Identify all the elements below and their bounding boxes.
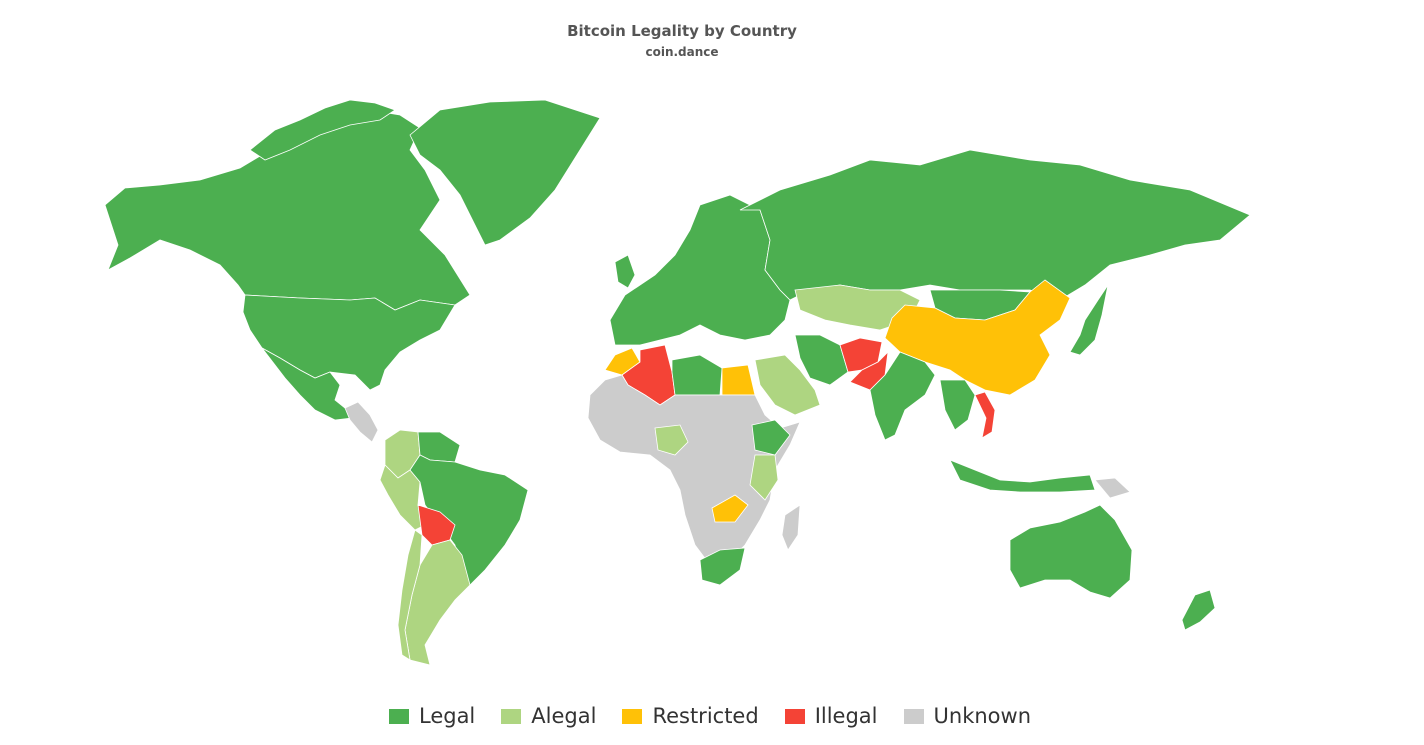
- region-canada-islands[interactable]: [249, 99, 396, 161]
- region-indonesia[interactable]: [949, 459, 1096, 493]
- region-iran[interactable]: [794, 334, 849, 386]
- region-new-zealand[interactable]: [1181, 589, 1216, 631]
- unknown-swatch: [903, 708, 924, 724]
- legend-item-unknown[interactable]: Unknown: [903, 704, 1031, 728]
- chart-subtitle: coin.dance: [645, 45, 719, 59]
- region-uk[interactable]: [614, 254, 636, 289]
- region-russia[interactable]: [739, 149, 1251, 301]
- legend-label-alegal: Alegal: [531, 704, 597, 728]
- region-southeast-asia[interactable]: [939, 379, 976, 431]
- legend-item-illegal[interactable]: Illegal: [784, 704, 878, 728]
- region-japan[interactable]: [1069, 284, 1109, 356]
- region-ethiopia[interactable]: [751, 419, 791, 456]
- legend-item-restricted[interactable]: Restricted: [622, 704, 759, 728]
- region-egypt[interactable]: [721, 364, 756, 396]
- region-saudi-arabia[interactable]: [754, 354, 821, 416]
- legend-label-restricted: Restricted: [652, 704, 759, 728]
- legend: Legal Alegal Restricted Illegal Unknown: [0, 704, 1422, 728]
- legal-swatch: [388, 708, 409, 724]
- chart-title: Bitcoin Legality by Country: [567, 22, 797, 40]
- restricted-swatch: [622, 708, 643, 724]
- legend-item-legal[interactable]: Legal: [388, 704, 476, 728]
- legend-label-legal: Legal: [418, 704, 476, 728]
- region-papua[interactable]: [1094, 477, 1131, 499]
- region-zambia[interactable]: [711, 494, 749, 523]
- region-vietnam[interactable]: [974, 391, 996, 439]
- legend-label-illegal: Illegal: [814, 704, 878, 728]
- region-nigeria[interactable]: [654, 424, 689, 456]
- alegal-swatch: [501, 708, 522, 724]
- region-greenland[interactable]: [409, 99, 601, 246]
- region-libya[interactable]: [671, 354, 723, 396]
- region-australia[interactable]: [1009, 504, 1133, 599]
- legend-label-unknown: Unknown: [933, 704, 1031, 728]
- world-map: [104, 99, 1251, 666]
- region-brazil[interactable]: [409, 454, 529, 586]
- legend-item-alegal[interactable]: Alegal: [501, 704, 596, 728]
- region-madagascar[interactable]: [781, 504, 801, 551]
- region-central-america[interactable]: [344, 401, 379, 443]
- illegal-swatch: [784, 708, 805, 724]
- region-south-africa[interactable]: [699, 547, 746, 586]
- region-kenya[interactable]: [749, 454, 779, 501]
- region-india[interactable]: [869, 351, 936, 441]
- region-chile[interactable]: [397, 529, 423, 661]
- region-united-states[interactable]: [242, 294, 456, 391]
